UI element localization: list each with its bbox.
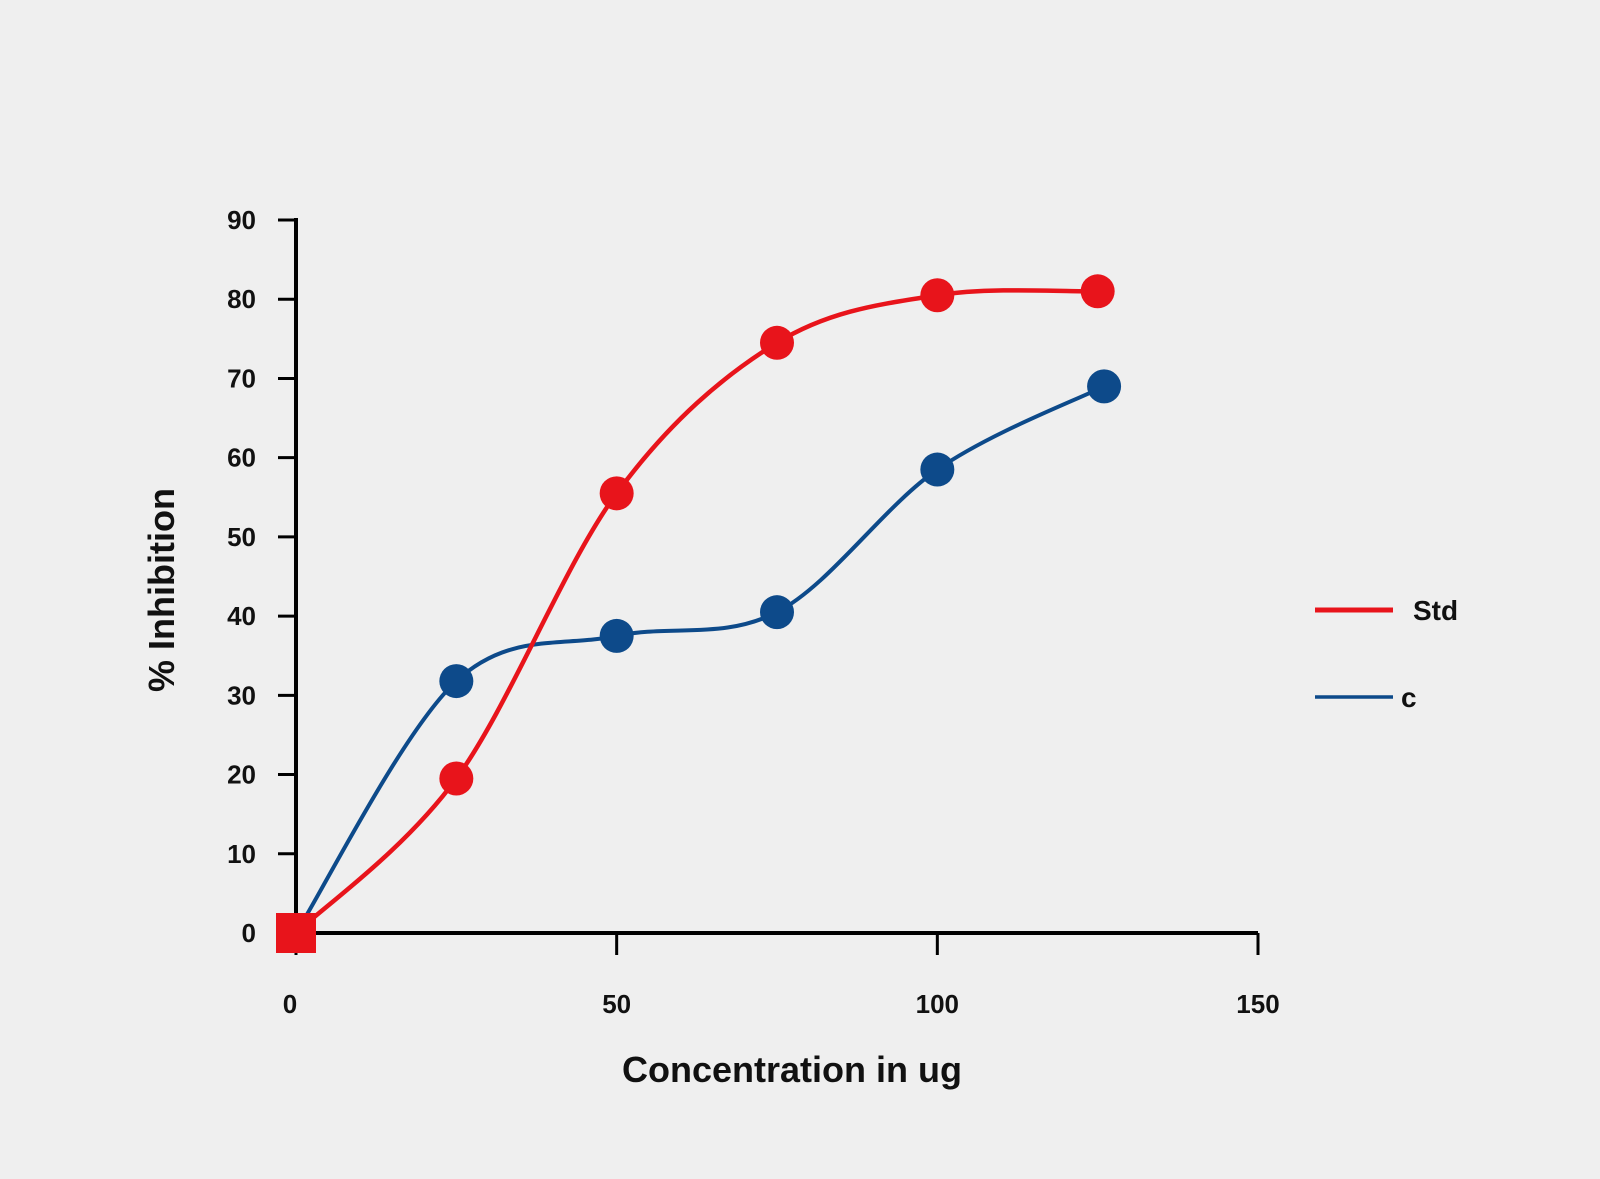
series-layer bbox=[276, 274, 1122, 953]
y-tick-label: 40 bbox=[227, 601, 256, 631]
data-point-std bbox=[760, 325, 794, 360]
y-tick-label: 50 bbox=[227, 522, 256, 552]
data-point-std bbox=[439, 761, 474, 796]
legend-label-c: c bbox=[1401, 682, 1417, 713]
x-tick-label: 0 bbox=[283, 989, 297, 1019]
y-tick-label: 20 bbox=[227, 760, 256, 790]
data-point-std bbox=[1080, 274, 1115, 309]
x-axis-title: Concentration in ug bbox=[622, 1049, 962, 1090]
series-line-std bbox=[293, 288, 1100, 936]
x-tick-label: 150 bbox=[1236, 989, 1279, 1019]
legend-label-std: Std bbox=[1413, 595, 1458, 626]
y-tick-label: 80 bbox=[227, 284, 256, 314]
data-point-c bbox=[439, 664, 474, 699]
y-axis-title: % Inhibition bbox=[141, 488, 182, 692]
axes: 0 10 20 30 40 50 60 70 80 90 0 50 100 150 bbox=[227, 205, 1280, 1019]
x-tick-label: 100 bbox=[916, 989, 959, 1019]
data-point-origin bbox=[276, 913, 316, 953]
y-tick-label: 60 bbox=[227, 443, 256, 473]
series-line-c bbox=[294, 384, 1107, 935]
data-point-std bbox=[599, 476, 634, 511]
y-tick-label: 10 bbox=[227, 839, 256, 869]
y-tick-label: 0 bbox=[242, 918, 256, 948]
data-point-c bbox=[760, 595, 794, 630]
legend: Std c bbox=[1315, 595, 1458, 713]
data-point-c bbox=[1087, 369, 1122, 404]
data-point-std bbox=[920, 278, 955, 313]
x-tick-label: 50 bbox=[602, 989, 631, 1019]
y-tick-label: 90 bbox=[227, 205, 256, 235]
data-point-c bbox=[599, 618, 634, 653]
y-tick-label: 30 bbox=[227, 680, 256, 710]
data-point-c bbox=[920, 452, 955, 487]
y-tick-label: 70 bbox=[227, 363, 256, 393]
